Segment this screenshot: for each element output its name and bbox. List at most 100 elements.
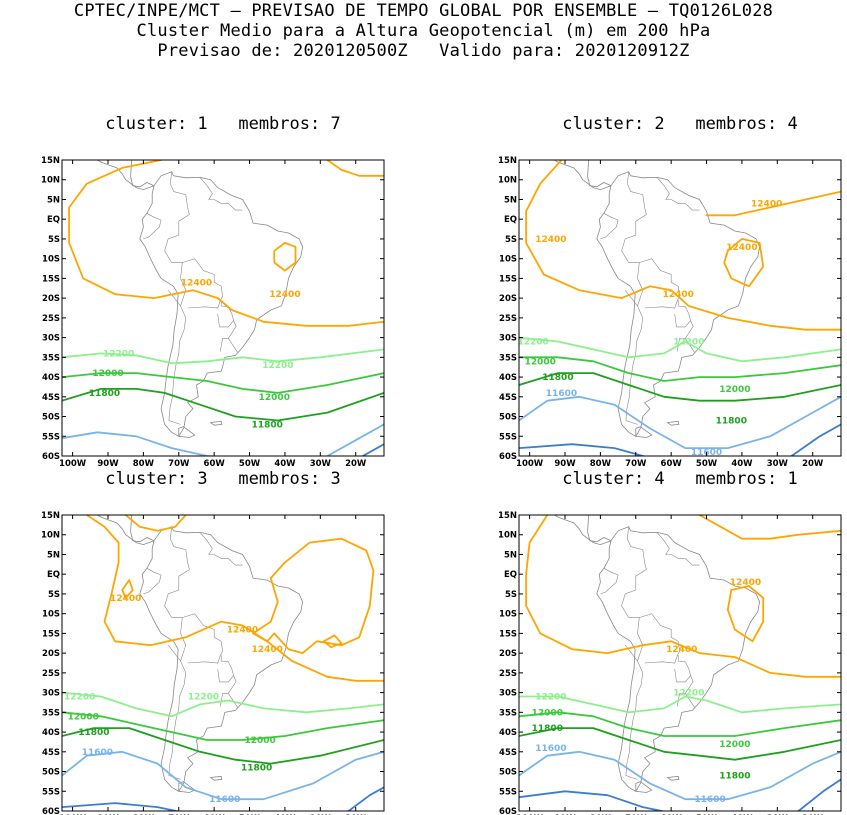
country-border [621, 526, 647, 662]
contour-label: 11600 [82, 748, 113, 758]
lat-tick-label: 10S [42, 610, 60, 620]
map-frame [518, 514, 842, 812]
south-america-coast [596, 526, 761, 792]
lon-tick-label: 20W [345, 459, 367, 469]
lat-tick-label: 60S [42, 452, 60, 462]
contour-line-11400 [347, 786, 384, 811]
header-line-1: CPTEC/INPE/MCT — PREVISAO DE TEMPO GLOBA… [73, 1, 774, 21]
lat-tick-label: 10N [41, 176, 60, 186]
falkland-islands [209, 420, 223, 426]
contour-label: 12200 [103, 349, 134, 359]
contour-line-12400 [252, 537, 375, 654]
lon-tick-label: 20W [802, 459, 824, 469]
lat-tick-label: 40S [42, 728, 60, 738]
panel-title: cluster: 2 membros: 4 [562, 114, 798, 134]
falkland-islands [666, 775, 680, 781]
contour-label: 12400 [726, 243, 757, 253]
falkland-islands [209, 775, 223, 781]
lat-tick-label: 5S [505, 590, 517, 600]
contour-line-12400 [121, 579, 134, 599]
contour-line-12400 [525, 160, 841, 331]
lon-tick-label: 60W [661, 459, 683, 469]
lon-tick-label: 50W [239, 459, 261, 469]
contour-label: 12000 [244, 736, 275, 746]
lat-tick-label: 35S [499, 353, 517, 363]
lat-tick-label: 5S [48, 235, 60, 245]
lat-tick-label: EQ [504, 570, 517, 580]
lat-tick-label: 5N [47, 195, 60, 205]
contour-label: 11800 [241, 764, 272, 774]
country-border [624, 290, 644, 425]
lat-tick-label: 40S [499, 373, 517, 383]
contour-line-11800 [62, 388, 384, 422]
tierra-del-fuego [178, 781, 196, 793]
contour-line-11600 [519, 750, 841, 801]
country-border [182, 613, 223, 664]
central-america-pacific-coast [96, 515, 155, 546]
coastline-layer [96, 515, 304, 793]
coastline-layer [553, 160, 761, 438]
lon-tick-label: 80W [133, 459, 155, 469]
contour-line-11400 [790, 423, 841, 456]
country-border [639, 258, 680, 309]
contour-line-12200 [519, 695, 841, 714]
lat-tick-label: 20S [42, 294, 60, 304]
country-border [674, 655, 691, 683]
contour-label: 12200 [535, 693, 566, 703]
contour-label: 12200 [64, 693, 95, 703]
contour-line-12400 [723, 238, 765, 288]
lat-tick-label: 25S [42, 669, 60, 679]
lon-tick-label: 30W [310, 459, 332, 469]
lat-tick-label: 50S [499, 413, 517, 423]
lat-tick-label: 5S [48, 590, 60, 600]
lat-tick-label: 15N [498, 156, 517, 166]
lat-tick-label: 45S [499, 393, 517, 403]
lat-tick-label: 5N [504, 550, 517, 560]
contour-layer [519, 160, 841, 456]
lon-tick-label: 90W [554, 459, 576, 469]
contour-line-11600 [326, 423, 384, 456]
map-plot: 12400 12400 12200 12200 12000 12000 11800 11800… [41, 156, 385, 469]
country-border [685, 693, 695, 708]
lat-tick-label: 30S [499, 689, 517, 699]
contour-label: 12400 [110, 594, 141, 604]
country-border [217, 655, 234, 683]
contour-label: 11800 [89, 389, 120, 399]
map-panel-3: cluster: 3 membros: 3 12400 12400 12400 122… [0, 469, 390, 815]
country-border [228, 338, 238, 353]
coastline-layer [553, 515, 761, 793]
contour-line-12200 [519, 336, 841, 363]
contour-label: 11800 [532, 724, 563, 734]
contour-label: 12000 [532, 708, 563, 718]
lon-tick-label: 70W [625, 459, 647, 469]
lat-tick-label: 40S [42, 373, 60, 383]
contour-layer [519, 515, 841, 811]
contour-label: 11800 [252, 420, 283, 430]
country-border [199, 532, 243, 566]
contour-line-11400 [361, 443, 384, 456]
country-border [167, 290, 187, 425]
contour-label: 11600 [546, 389, 577, 399]
contour-line-11400 [62, 802, 181, 811]
contour-line-12400 [124, 515, 187, 532]
contour-label: 11800 [716, 416, 747, 426]
lat-tick-label: 5S [505, 235, 517, 245]
central-america-coast [111, 160, 155, 188]
tierra-del-fuego [635, 781, 653, 793]
coastline-layer [96, 160, 304, 438]
tierra-del-fuego [635, 426, 653, 438]
contour-layer [62, 515, 384, 811]
contour-line-12400 [726, 585, 765, 643]
country-border [621, 171, 647, 307]
contour-label: 11600 [535, 744, 566, 754]
panel-title: cluster: 1 membros: 7 [105, 114, 341, 134]
contour-label: 12000 [525, 357, 556, 367]
header-line-3: Previsao de: 2020120500Z Valido para: 20… [157, 41, 690, 61]
lat-tick-label: 15N [498, 511, 517, 521]
central-america-coast [111, 515, 155, 543]
lat-tick-label: 50S [42, 768, 60, 778]
header-line-2: Cluster Medio para a Altura Geopotencial… [136, 21, 711, 41]
contour-label: 12400 [227, 625, 258, 635]
contour-line-12400 [705, 190, 841, 217]
map-frame [518, 159, 842, 457]
